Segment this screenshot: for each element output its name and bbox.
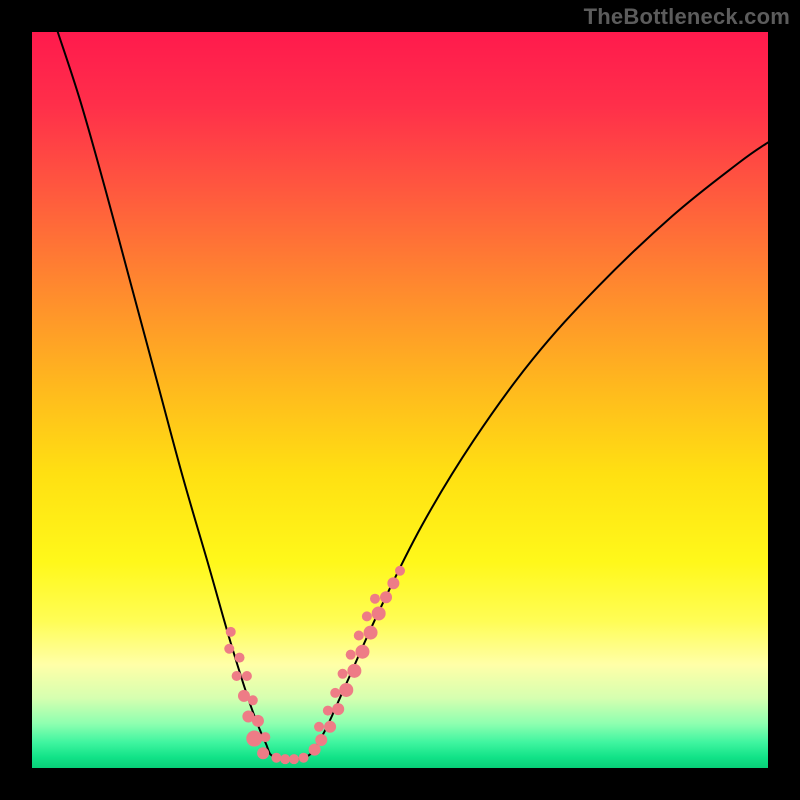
data-marker [235,653,245,663]
chart-container: TheBottleneck.com [0,0,800,800]
data-marker [224,644,234,654]
data-marker [271,753,281,763]
data-marker [347,664,361,678]
plot-area [32,32,768,768]
data-marker [332,703,344,715]
data-marker [242,671,252,681]
data-marker [346,650,356,660]
data-marker [323,706,333,716]
data-marker [315,734,327,746]
data-marker [248,695,258,705]
data-marker [339,683,353,697]
data-marker [387,577,399,589]
data-marker [324,721,336,733]
data-marker [246,731,262,747]
data-marker [314,722,324,732]
data-marker [338,669,348,679]
data-marker [299,753,309,763]
data-marker [354,631,364,641]
data-marker [289,754,299,764]
data-marker [260,732,270,742]
bottleneck-curve [58,32,768,759]
data-marker [362,611,372,621]
data-marker [232,671,242,681]
data-marker [257,747,269,759]
data-marker [330,688,340,698]
data-markers [224,566,405,764]
data-marker [226,627,236,637]
data-marker [380,591,392,603]
data-marker [252,715,264,727]
data-marker [364,626,378,640]
data-marker [280,754,290,764]
data-marker [370,594,380,604]
curve-layer [32,32,768,768]
data-marker [355,645,369,659]
watermark-label: TheBottleneck.com [584,4,790,30]
data-marker [395,566,405,576]
data-marker [372,606,386,620]
